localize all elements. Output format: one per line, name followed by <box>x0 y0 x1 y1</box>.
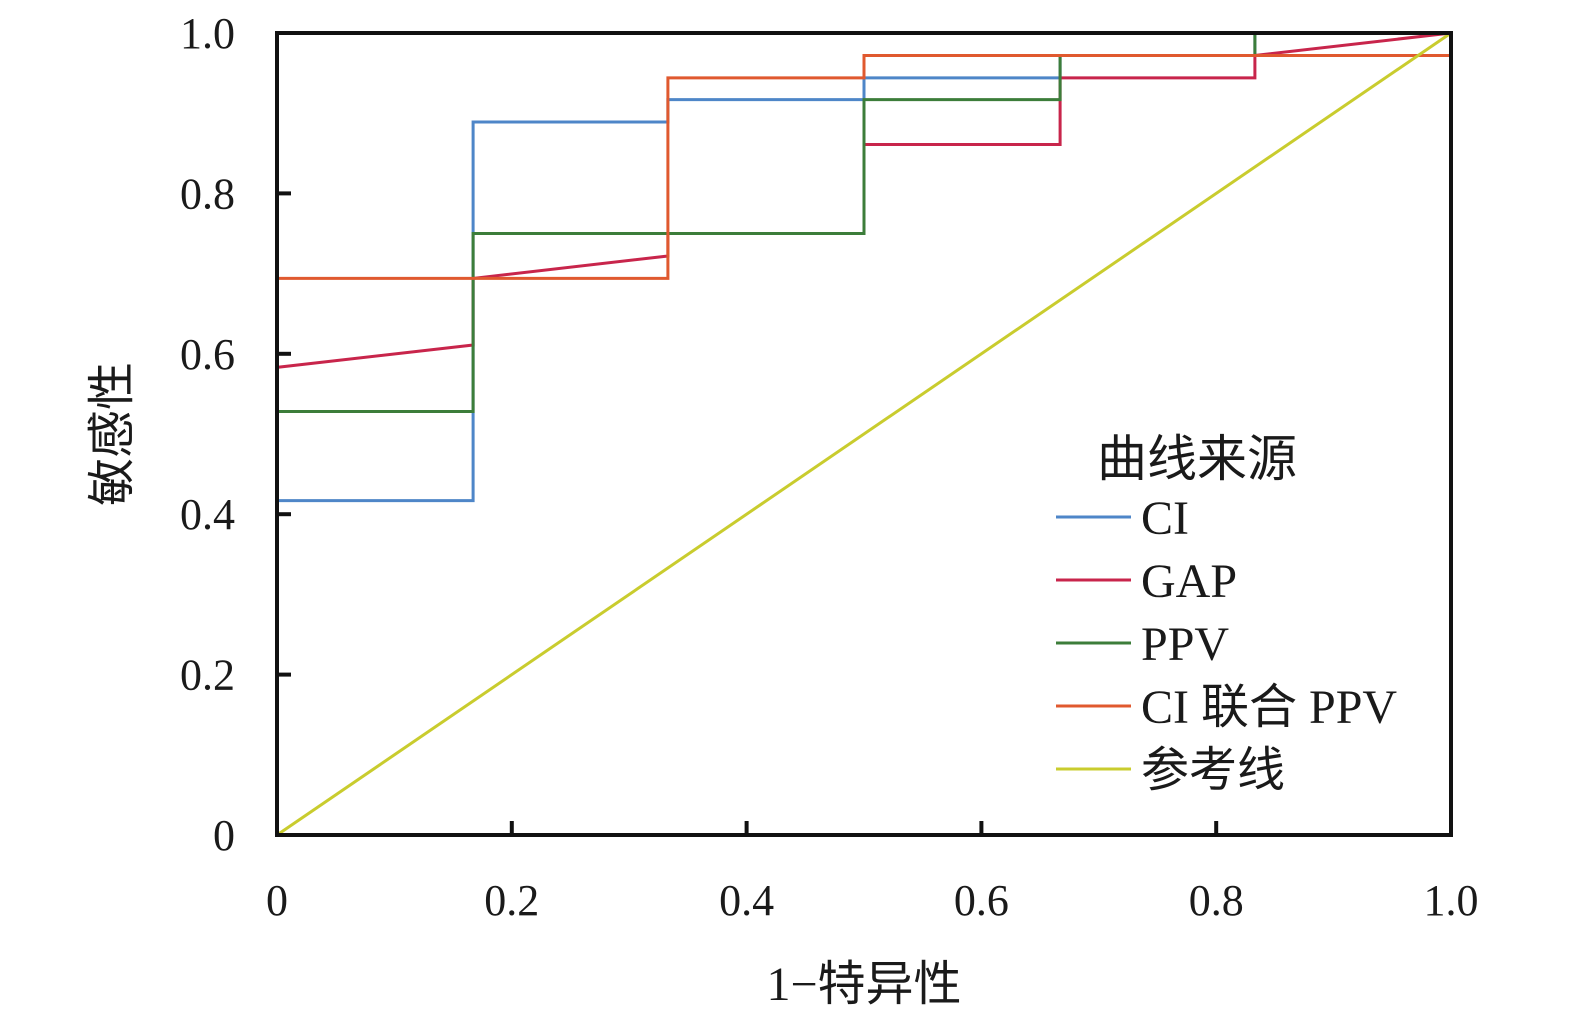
legend-label: PPV <box>1141 618 1229 671</box>
ticks-layer: 0 0.2 0.4 0.6 0.8 1.0 0 0.2 0.4 0.6 0.8 1.0 <box>180 9 1479 925</box>
legend-label: 参考线 <box>1141 744 1285 797</box>
legend-title: 曲线来源 <box>1097 431 1297 487</box>
legend-label: GAP <box>1141 555 1237 608</box>
series-layer <box>275 31 1453 837</box>
legend: 曲线来源 CI GAP PPV CI 联合 PPV 参考线 <box>1056 431 1397 797</box>
x-tick-label: 1.0 <box>1424 876 1479 925</box>
y-tick-label: 0.6 <box>180 330 235 379</box>
legend-label: CI 联合 PPV <box>1141 681 1397 734</box>
series-line-4 <box>276 31 1452 837</box>
series-line-3 <box>275 33 1453 835</box>
x-tick-label: 0.6 <box>954 876 1009 925</box>
x-tick-label: 0.8 <box>1189 876 1244 925</box>
y-tick-label: 0.4 <box>180 490 235 539</box>
x-tick-label: 0.4 <box>719 876 774 925</box>
y-axis-title: 敏感性 <box>86 362 139 506</box>
y-tick-label: 0.8 <box>180 169 235 218</box>
y-tick-label: 0.2 <box>180 651 235 700</box>
y-tick-label: 0 <box>213 811 235 860</box>
x-tick-label: 0 <box>266 876 288 925</box>
legend-label: CI <box>1141 492 1189 545</box>
x-axis-title: 1−特异性 <box>766 958 961 1011</box>
x-tick-label: 0.2 <box>484 876 539 925</box>
y-tick-label: 1.0 <box>180 9 235 58</box>
plot-frame <box>275 31 1453 837</box>
series-line-2 <box>275 31 1451 835</box>
